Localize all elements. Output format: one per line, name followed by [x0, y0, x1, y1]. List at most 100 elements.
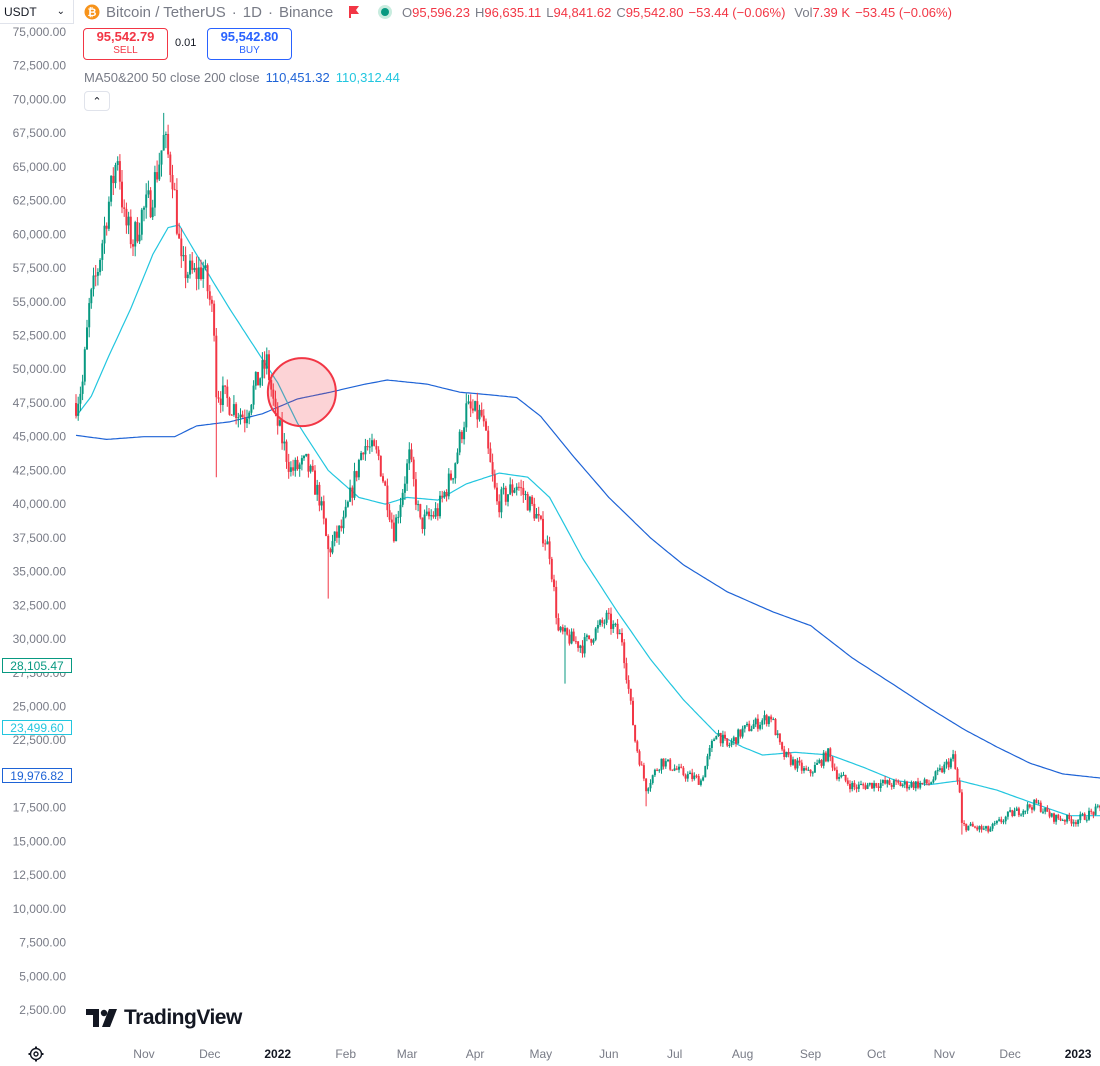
- candle[interactable]: [930, 781, 933, 785]
- candle[interactable]: [375, 440, 378, 454]
- candle[interactable]: [1035, 798, 1038, 804]
- candle[interactable]: [386, 478, 389, 518]
- candle[interactable]: [875, 782, 878, 788]
- candle[interactable]: [127, 211, 130, 235]
- candle[interactable]: [362, 452, 365, 460]
- candle[interactable]: [618, 629, 621, 635]
- candle[interactable]: [535, 508, 538, 519]
- candle[interactable]: [726, 738, 729, 748]
- candle[interactable]: [689, 770, 691, 775]
- candle[interactable]: [590, 638, 593, 646]
- candle[interactable]: [1037, 799, 1040, 805]
- candle[interactable]: [132, 239, 134, 256]
- candle[interactable]: [982, 825, 985, 831]
- candle[interactable]: [439, 491, 441, 519]
- candle[interactable]: [397, 510, 400, 524]
- candle[interactable]: [601, 617, 604, 627]
- candle[interactable]: [789, 752, 792, 767]
- candle[interactable]: [230, 414, 233, 416]
- candle[interactable]: [399, 497, 402, 524]
- candle[interactable]: [520, 479, 523, 496]
- candle[interactable]: [485, 418, 487, 431]
- candle[interactable]: [252, 380, 255, 410]
- candle[interactable]: [737, 728, 740, 744]
- candle[interactable]: [695, 774, 698, 779]
- candle[interactable]: [1088, 807, 1090, 821]
- candle[interactable]: [408, 442, 411, 470]
- candle[interactable]: [384, 480, 387, 487]
- candle[interactable]: [533, 497, 536, 521]
- candle[interactable]: [680, 763, 683, 769]
- candle[interactable]: [123, 199, 126, 217]
- settings-gear-icon[interactable]: [28, 1046, 44, 1062]
- candle[interactable]: [114, 162, 117, 189]
- candle[interactable]: [778, 733, 781, 745]
- candle[interactable]: [857, 781, 860, 792]
- candle[interactable]: [649, 779, 652, 792]
- highlight-circle[interactable]: [266, 357, 337, 428]
- indicator-legend[interactable]: MA50&200 50 close 200 close 110,451.32 1…: [84, 68, 400, 86]
- candle[interactable]: [741, 725, 744, 739]
- candle[interactable]: [910, 780, 913, 789]
- candle[interactable]: [392, 514, 395, 543]
- candle[interactable]: [202, 261, 205, 288]
- candle[interactable]: [193, 263, 196, 273]
- candle[interactable]: [224, 385, 227, 395]
- candle[interactable]: [761, 718, 764, 730]
- candle[interactable]: [721, 730, 724, 747]
- candle[interactable]: [259, 377, 262, 388]
- candle[interactable]: [206, 263, 209, 299]
- candle[interactable]: [748, 720, 751, 732]
- candle[interactable]: [458, 429, 461, 456]
- crossover-highlight[interactable]: [266, 357, 337, 428]
- candle[interactable]: [388, 504, 391, 523]
- candle[interactable]: [382, 473, 384, 484]
- candle[interactable]: [912, 781, 915, 790]
- candle[interactable]: [515, 483, 518, 496]
- candle[interactable]: [895, 778, 898, 786]
- candle[interactable]: [151, 199, 154, 220]
- candles[interactable]: [75, 112, 1100, 835]
- candle[interactable]: [241, 410, 244, 418]
- candle[interactable]: [546, 535, 549, 545]
- candle[interactable]: [976, 825, 979, 832]
- candle[interactable]: [699, 778, 702, 787]
- candle[interactable]: [342, 510, 345, 534]
- candle[interactable]: [186, 271, 189, 283]
- candle[interactable]: [513, 487, 516, 494]
- candle[interactable]: [305, 453, 308, 458]
- candle[interactable]: [969, 822, 972, 827]
- candle[interactable]: [908, 784, 911, 791]
- candle[interactable]: [561, 624, 564, 635]
- candle[interactable]: [833, 763, 836, 772]
- candle[interactable]: [129, 209, 132, 249]
- candle[interactable]: [811, 771, 814, 777]
- candle[interactable]: [860, 780, 862, 786]
- candle[interactable]: [1048, 809, 1051, 819]
- candle[interactable]: [987, 825, 990, 834]
- candle[interactable]: [1024, 810, 1027, 815]
- candle[interactable]: [710, 739, 713, 752]
- candle[interactable]: [974, 825, 976, 829]
- candle[interactable]: [83, 346, 86, 386]
- candle[interactable]: [851, 780, 854, 792]
- candle[interactable]: [1053, 812, 1055, 824]
- candle[interactable]: [215, 328, 218, 478]
- candle[interactable]: [353, 462, 356, 501]
- candle[interactable]: [421, 517, 424, 534]
- candle[interactable]: [632, 697, 634, 726]
- candle[interactable]: [706, 753, 709, 770]
- candle[interactable]: [759, 721, 762, 731]
- candle[interactable]: [107, 196, 110, 232]
- candle[interactable]: [993, 820, 996, 826]
- candle[interactable]: [627, 675, 630, 694]
- candle[interactable]: [653, 768, 656, 777]
- candle[interactable]: [1042, 808, 1044, 814]
- candle[interactable]: [822, 750, 825, 769]
- candle[interactable]: [702, 775, 705, 782]
- candle[interactable]: [467, 394, 470, 405]
- candle[interactable]: [200, 259, 202, 281]
- candle[interactable]: [335, 525, 338, 543]
- candle[interactable]: [140, 207, 143, 241]
- candle[interactable]: [844, 774, 847, 783]
